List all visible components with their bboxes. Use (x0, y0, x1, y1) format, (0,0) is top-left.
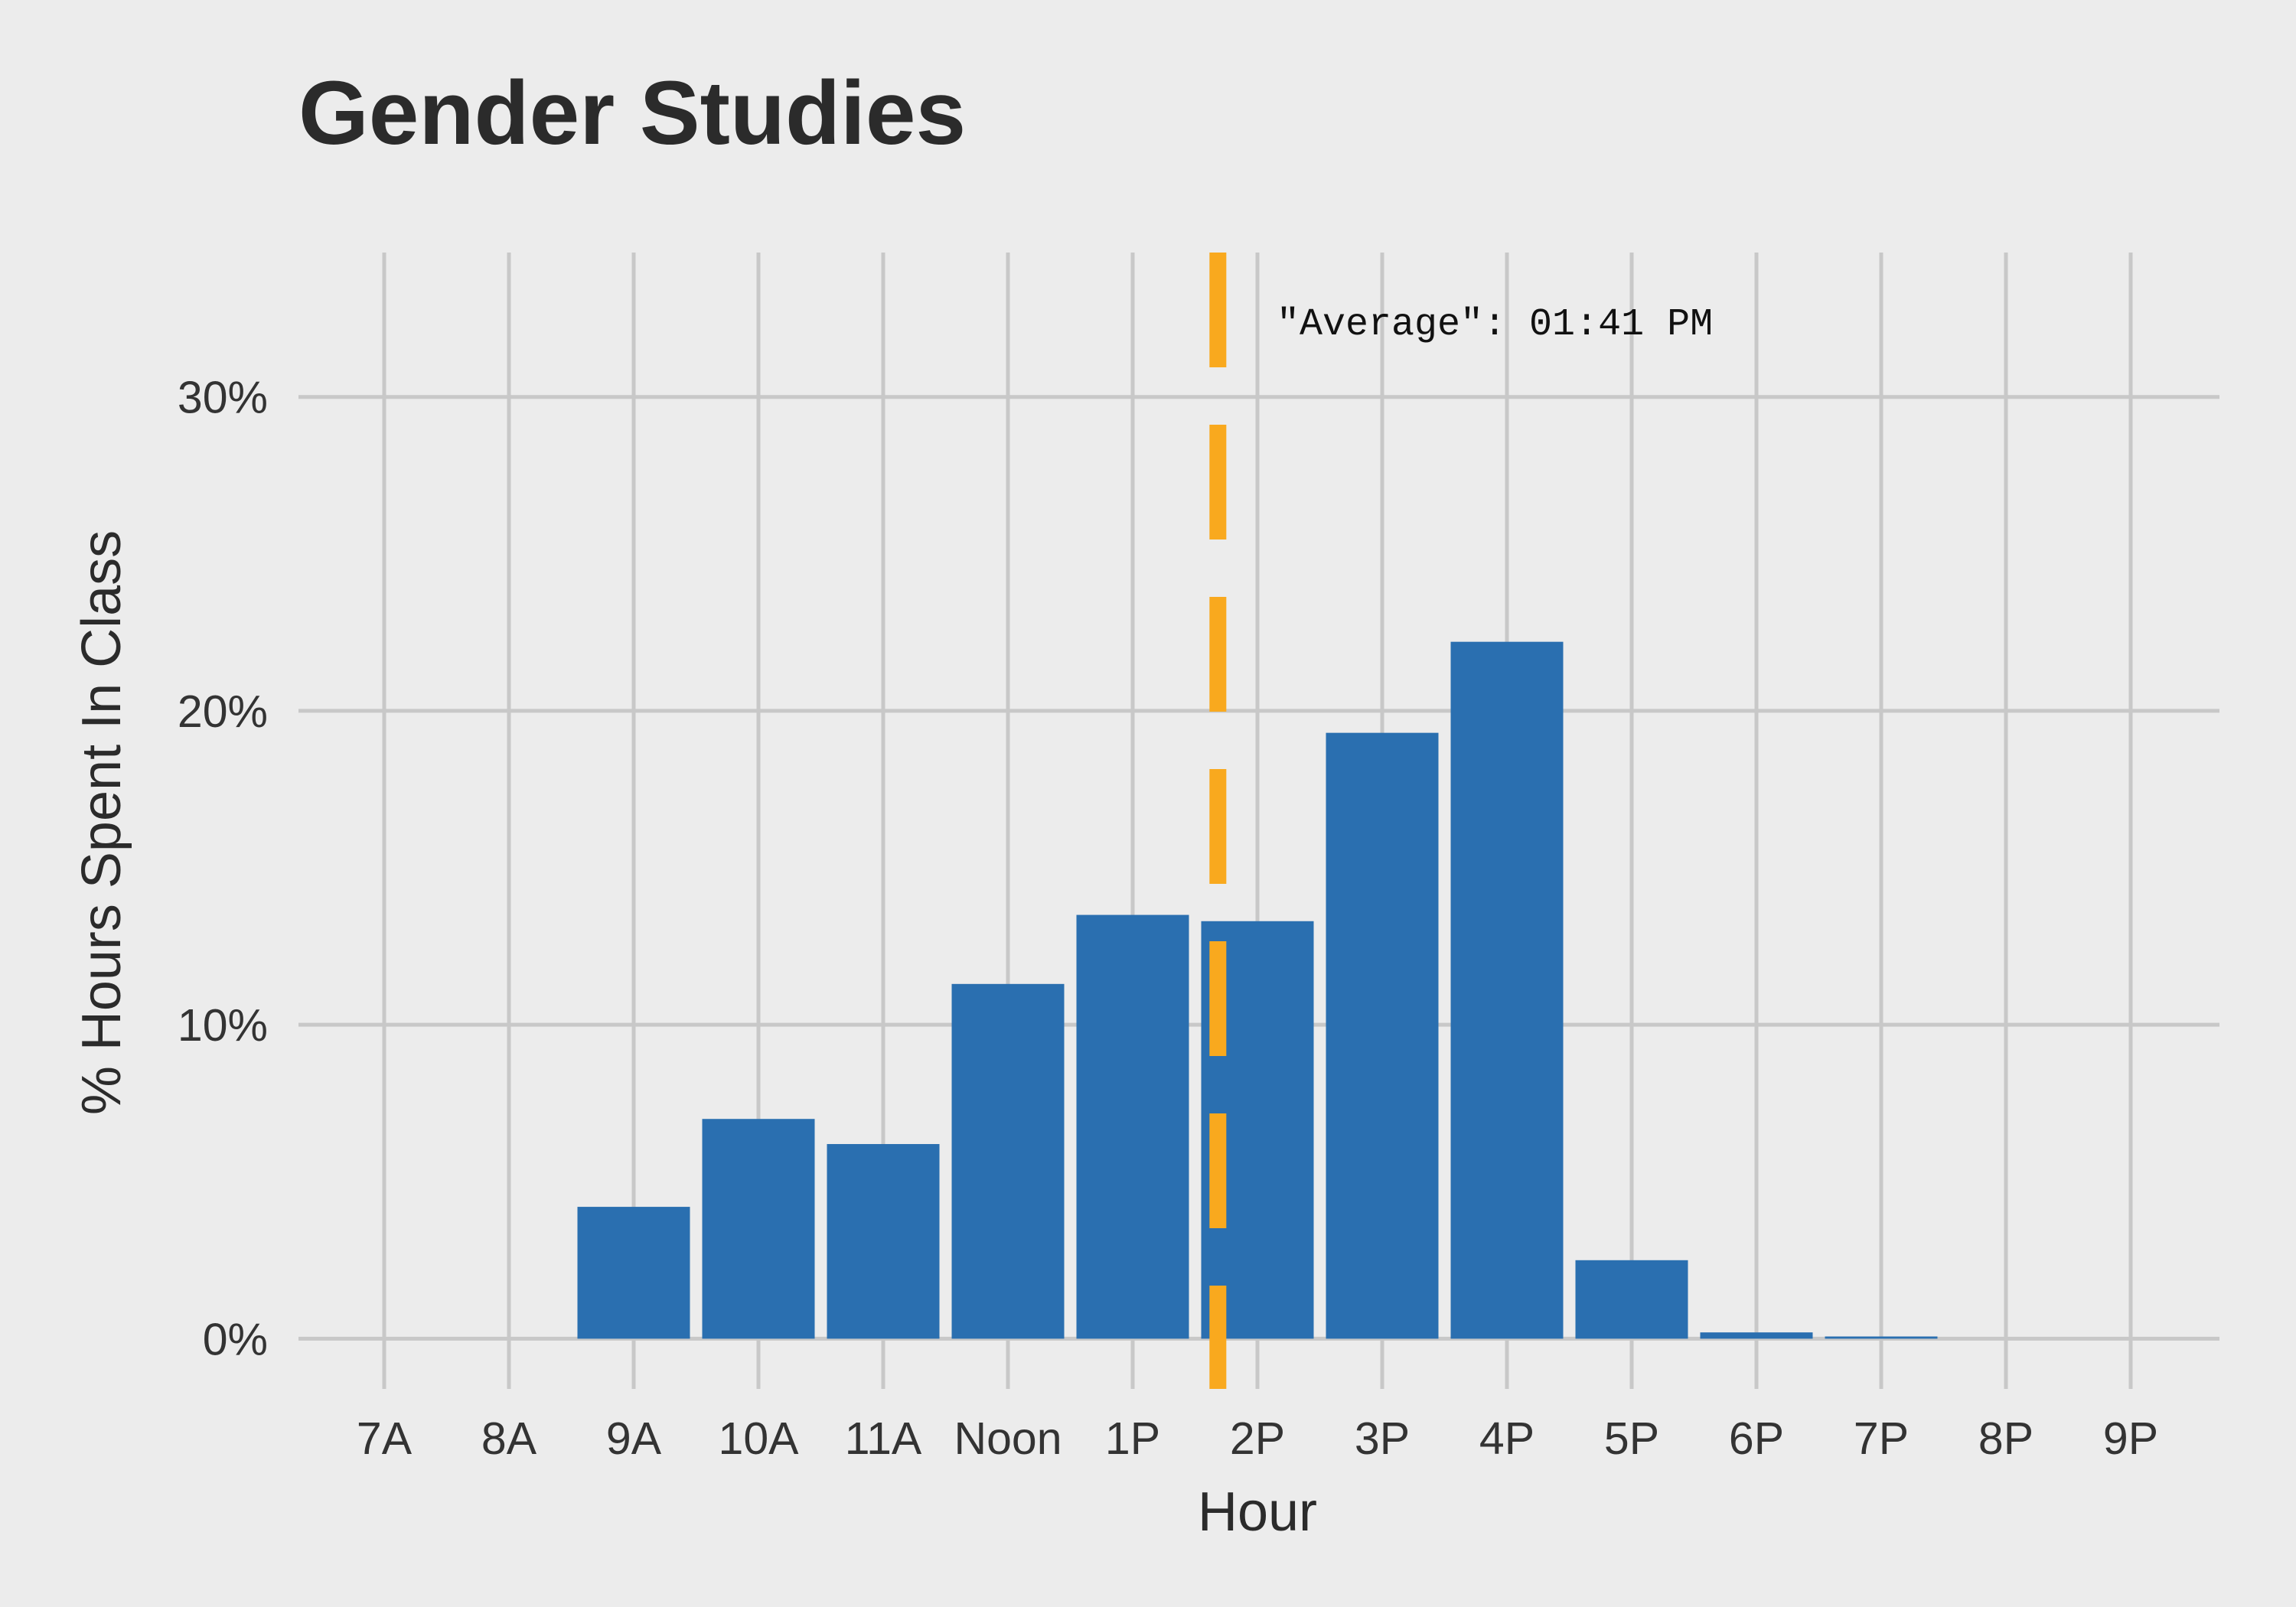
x-tick-label: 2P (1230, 1413, 1285, 1464)
bar (1326, 732, 1439, 1339)
bar (1825, 1336, 1938, 1339)
bar (577, 1207, 690, 1339)
x-tick-label: 11A (845, 1413, 922, 1464)
x-tick-labels: 7A 8A 9A 10A 11A Noon 1P 2P 3P 4P 5P 6P 7P 8P 9P (357, 1413, 2158, 1464)
bar (1575, 1260, 1688, 1339)
bar (951, 983, 1065, 1339)
y-tick-label: 20% (178, 686, 268, 737)
x-tick-label: 7P (1854, 1413, 1909, 1464)
bar (1076, 914, 1189, 1339)
y-axis-title: % Hours Spent In Class (71, 530, 132, 1115)
y-tick-label: 30% (178, 373, 268, 423)
x-tick-label: 9P (2103, 1413, 2158, 1464)
x-tick-label: 8A (481, 1413, 537, 1464)
bar (1450, 641, 1564, 1339)
x-tick-label: 6P (1729, 1413, 1784, 1464)
x-tick-label: 3P (1355, 1413, 1410, 1464)
chart-title: Gender Studies (298, 63, 966, 164)
x-tick-label: 8P (1978, 1413, 2033, 1464)
bar (1700, 1332, 1813, 1339)
x-tick-label: Noon (954, 1413, 1062, 1464)
bars (577, 641, 1938, 1339)
x-tick-label: 5P (1604, 1413, 1659, 1464)
x-tick-label: 4P (1479, 1413, 1534, 1464)
x-tick-label: 1P (1105, 1413, 1160, 1464)
x-tick-label: 7A (357, 1413, 413, 1464)
y-tick-label: 10% (178, 1000, 268, 1051)
bar (702, 1119, 815, 1339)
x-tick-label: 10A (719, 1413, 800, 1464)
y-tick-labels: 0% 10% 20% 30% (178, 373, 268, 1365)
average-annotation: "Average": 01:41 PM (1277, 303, 1713, 347)
x-axis-title: Hour (1198, 1482, 1317, 1543)
x-tick-label: 9A (606, 1413, 662, 1464)
bar (827, 1144, 940, 1339)
y-tick-label: 0% (203, 1314, 268, 1364)
